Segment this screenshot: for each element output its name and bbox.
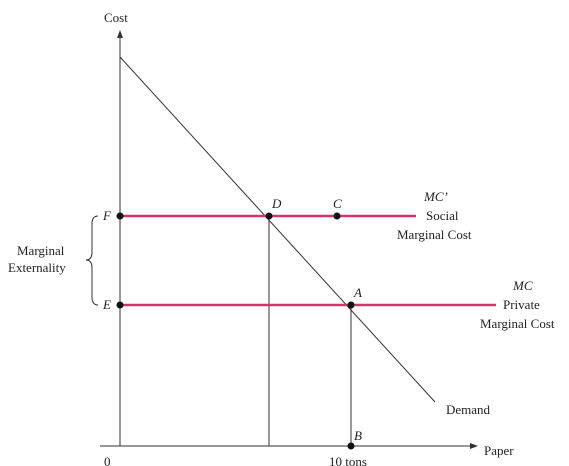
social-mc-label-2: Marginal Cost xyxy=(397,227,472,242)
x-tick-label: 10 tons xyxy=(329,454,367,466)
demand-label: Demand xyxy=(446,402,491,417)
private-mc-label-1: Private xyxy=(503,297,540,312)
brace-label-line-1: Marginal xyxy=(17,243,65,258)
point-F-dot xyxy=(116,212,124,220)
externality-brace xyxy=(85,215,99,306)
point-C-label: C xyxy=(333,196,342,211)
point-C-dot xyxy=(333,212,341,220)
social-mc-symbol: MC’ xyxy=(423,189,448,204)
point-B-label: B xyxy=(354,428,362,443)
point-B-dot xyxy=(347,442,355,450)
y-axis-label: Cost xyxy=(104,10,128,25)
point-D-label: D xyxy=(271,196,282,211)
demand-line xyxy=(119,56,436,403)
y-axis-arrow-icon xyxy=(117,30,123,38)
social-mc-label-1: Social xyxy=(426,208,459,223)
point-E-label: E xyxy=(102,297,111,312)
point-A-label: A xyxy=(353,285,362,300)
x-axis-arrow-icon xyxy=(470,443,478,449)
brace-label-line-2: Externality xyxy=(8,260,66,275)
private-mc-label-2: Marginal Cost xyxy=(480,316,555,331)
point-D-dot xyxy=(265,212,273,220)
private-mc-symbol: MC xyxy=(512,278,533,293)
point-A-dot xyxy=(347,301,355,309)
x-axis-label: Paper xyxy=(484,443,514,458)
origin-label: 0 xyxy=(104,454,111,466)
point-F-label: F xyxy=(102,208,112,223)
point-E-dot xyxy=(116,301,124,309)
